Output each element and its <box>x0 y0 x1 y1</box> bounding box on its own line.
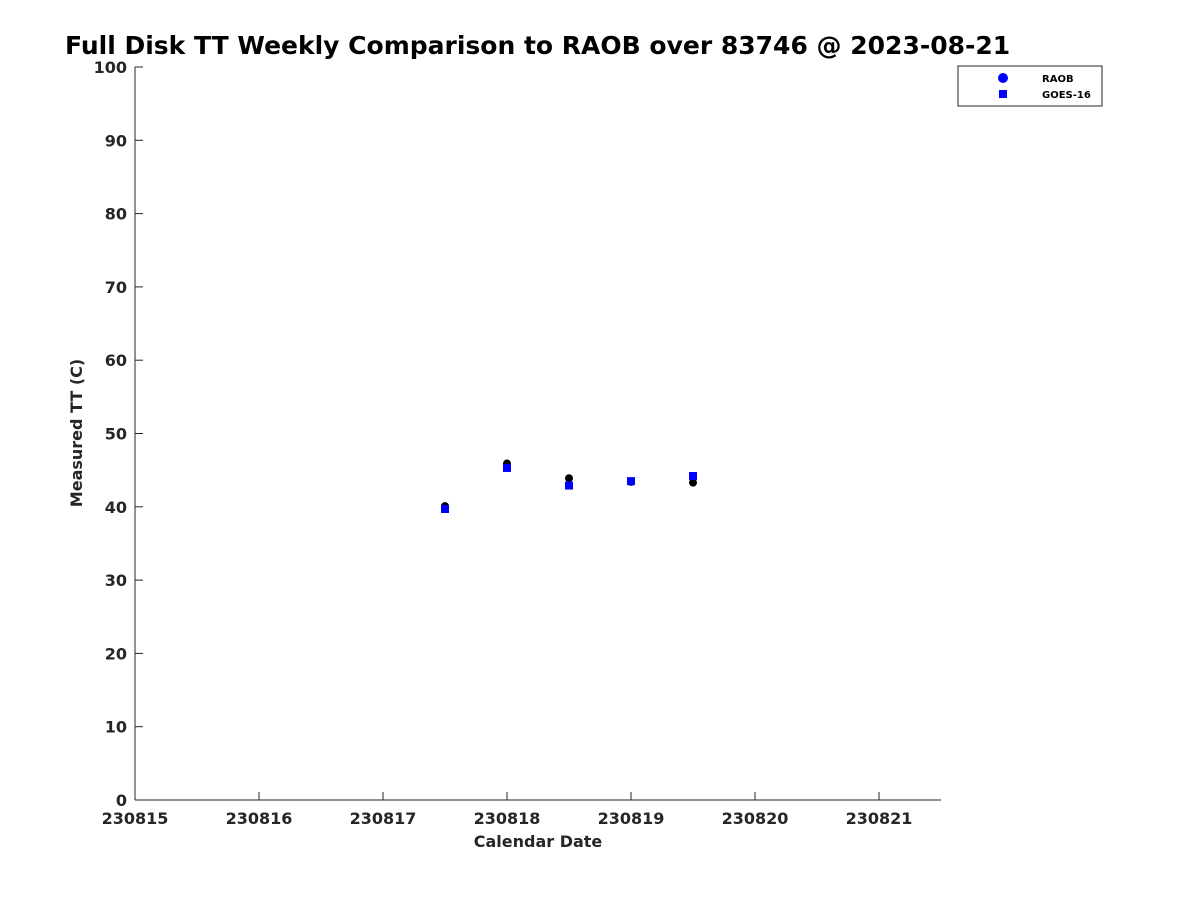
y-tick-label: 20 <box>105 644 127 663</box>
y-tick-label: 30 <box>105 571 127 590</box>
y-tick-label: 50 <box>105 425 127 444</box>
data-point-square <box>689 472 697 481</box>
legend-marker-square-icon <box>999 90 1007 98</box>
x-tick-label: 230815 <box>102 809 169 828</box>
legend-items: RAOB GOES-16 <box>998 73 1091 101</box>
data-point-square <box>441 504 449 513</box>
y-tick-label: 0 <box>116 791 127 810</box>
x-tick-label: 230819 <box>598 809 665 828</box>
y-tick-label: 60 <box>105 351 127 370</box>
y-tick-label: 100 <box>94 58 127 77</box>
x-tick-label: 230821 <box>846 809 913 828</box>
legend-label: RAOB <box>1042 74 1074 85</box>
x-tick-label: 230820 <box>722 809 789 828</box>
x-axis-ticks: 230815 230816 230817 230818 230819 230820 2308… <box>102 792 913 828</box>
plot-area <box>134 67 941 801</box>
x-axis-label: Calendar Date <box>474 832 603 851</box>
data-point-square <box>565 481 573 490</box>
data-point-circle <box>689 478 697 487</box>
y-tick-label: 80 <box>105 205 127 224</box>
legend-box <box>957 65 1103 107</box>
y-tick-label: 10 <box>105 718 127 737</box>
x-tick-label: 230818 <box>474 809 541 828</box>
series-layer <box>441 459 697 513</box>
plot-frame-bg <box>135 67 941 800</box>
y-tick-label: 70 <box>105 278 127 297</box>
legend-label: GOES-16 <box>1042 90 1091 101</box>
legend-marker-circle-icon <box>998 73 1008 83</box>
series-goes-16 <box>441 463 697 513</box>
x-tick-label: 230816 <box>226 809 293 828</box>
legend: RAOB GOES-16 <box>957 65 1103 107</box>
y-tick-label: 40 <box>105 498 127 517</box>
chart-title: Full Disk TT Weekly Comparison to RAOB o… <box>65 31 1010 60</box>
x-tick-label: 230817 <box>350 809 417 828</box>
y-tick-label: 90 <box>105 131 127 150</box>
data-point-square <box>503 463 511 472</box>
y-axis-label: Measured TT (C) <box>67 359 86 507</box>
y-axis-ticks: 0 10 20 30 40 50 60 70 80 90 100 <box>94 58 143 810</box>
data-point-square <box>627 477 635 486</box>
data-point-circle <box>565 474 573 483</box>
